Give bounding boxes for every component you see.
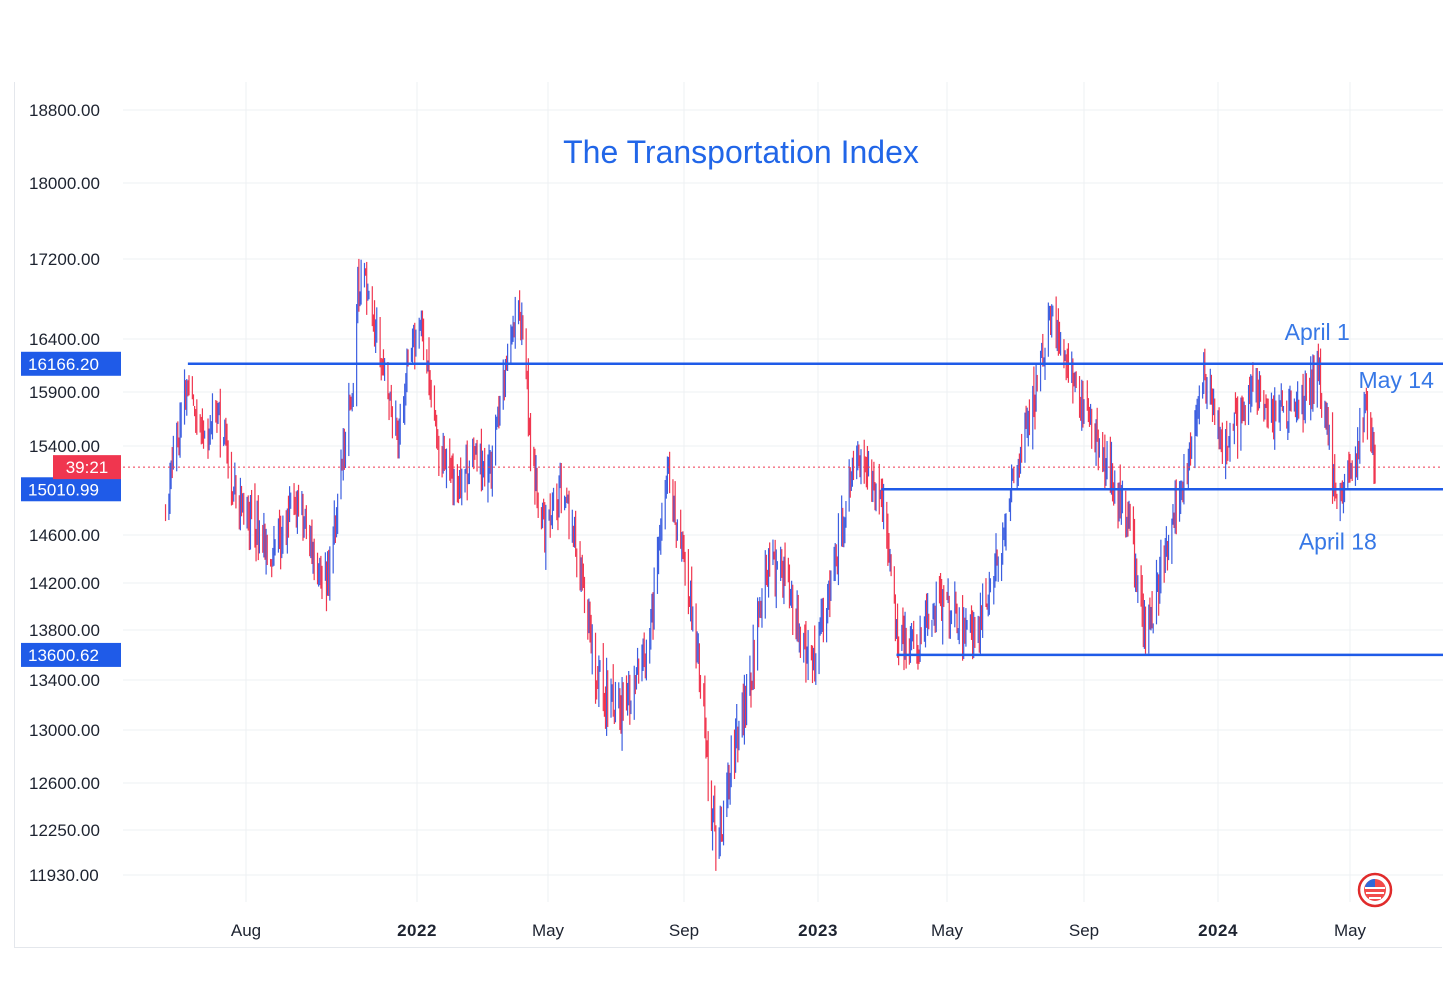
- level-tag-label: 15010.99: [28, 480, 99, 499]
- y-tick-label: 12600.00: [29, 774, 100, 793]
- x-tick-label: May: [1334, 921, 1367, 940]
- x-tick-label: 2023: [798, 921, 838, 940]
- last-price-tag: [53, 455, 121, 480]
- x-axis: Aug 2022 May Sep 2023 May Sep 2024 May: [231, 921, 1367, 940]
- x-tick-label: May: [532, 921, 565, 940]
- y-tick-label: 16400.00: [29, 330, 100, 349]
- y-tick-label: 12250.00: [29, 821, 100, 840]
- level-lines: [187, 362, 1443, 657]
- y-tick-label: 13000.00: [29, 721, 100, 740]
- level-tag: [21, 351, 121, 376]
- x-tick-label: 2024: [1198, 921, 1238, 940]
- candlestick-series: [164, 258, 1376, 871]
- y-tick-label: 15400.00: [29, 437, 100, 456]
- y-tick-label: 13400.00: [29, 671, 100, 690]
- flag-globe-icon: [1357, 872, 1393, 908]
- annotation-label: April 18: [1299, 529, 1377, 555]
- annotation-label: April 1: [1285, 319, 1350, 345]
- x-tick-label: 2022: [397, 921, 437, 940]
- y-tick-label: 14200.00: [29, 574, 100, 593]
- x-tick-label: Sep: [669, 921, 699, 940]
- y-tick-label: 14600.00: [29, 526, 100, 545]
- x-tick-label: May: [931, 921, 964, 940]
- y-tick-label: 11930.00: [29, 866, 99, 885]
- x-tick-label: Aug: [231, 921, 261, 940]
- annotations: April 1 May 14 April 18: [1285, 319, 1434, 555]
- y-tick-label: 17200.00: [29, 250, 100, 269]
- y-tick-label: 13800.00: [29, 621, 100, 640]
- level-tag: [21, 642, 121, 667]
- level-tag-label: 13600.62: [28, 646, 99, 665]
- y-tick-label: 15900.00: [29, 383, 100, 402]
- level-tag: [21, 477, 121, 502]
- annotation-label: May 14: [1358, 367, 1434, 393]
- last-price-tag-label: 39:21: [66, 458, 109, 477]
- x-tick-label: Sep: [1069, 921, 1099, 940]
- level-tag-label: 16166.20: [28, 355, 99, 374]
- price-tags: 16166.20 15010.99 13600.62 39:21: [21, 351, 121, 667]
- y-axis: 11930.00 12250.00 12600.00 13000.00 13400.00…: [29, 101, 100, 885]
- y-tick-label: 18800.00: [29, 101, 100, 120]
- chart-title: The Transportation Index: [563, 134, 919, 170]
- grid-lines: [123, 82, 1443, 902]
- y-tick-label: 18000.00: [29, 174, 100, 193]
- chart-frame: The Transportation Index April 1 May 14 Ap…: [14, 82, 1443, 948]
